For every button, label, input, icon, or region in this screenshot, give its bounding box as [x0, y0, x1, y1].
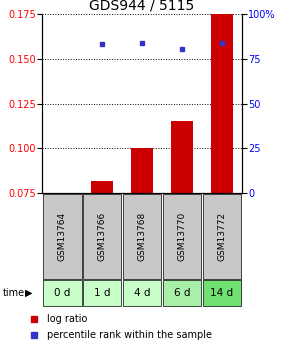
Bar	[43, 280, 81, 306]
Text: GSM13766: GSM13766	[98, 212, 107, 261]
Bar	[123, 194, 161, 279]
Bar	[163, 194, 201, 279]
Bar	[83, 194, 121, 279]
Text: GSM13768: GSM13768	[138, 212, 146, 261]
Text: 6 d: 6 d	[174, 288, 190, 298]
Bar	[163, 280, 201, 306]
Bar	[211, 14, 233, 193]
Text: 0 d: 0 d	[54, 288, 71, 298]
Bar	[203, 280, 241, 306]
Bar	[91, 181, 113, 193]
Bar	[43, 194, 81, 279]
Text: ▶: ▶	[25, 288, 33, 298]
Text: 1 d: 1 d	[94, 288, 110, 298]
Text: 14 d: 14 d	[210, 288, 233, 298]
Bar	[83, 280, 121, 306]
Text: GSM13770: GSM13770	[178, 212, 186, 261]
Text: GSM13764: GSM13764	[58, 212, 67, 261]
Title: GDS944 / 5115: GDS944 / 5115	[89, 0, 195, 13]
Bar	[171, 121, 193, 193]
Text: percentile rank within the sample: percentile rank within the sample	[47, 330, 212, 340]
Bar	[131, 148, 153, 193]
Text: log ratio: log ratio	[47, 314, 87, 324]
Text: GSM13772: GSM13772	[217, 212, 226, 261]
Text: time: time	[3, 288, 25, 298]
Text: 4 d: 4 d	[134, 288, 150, 298]
Bar	[203, 194, 241, 279]
Bar	[123, 280, 161, 306]
